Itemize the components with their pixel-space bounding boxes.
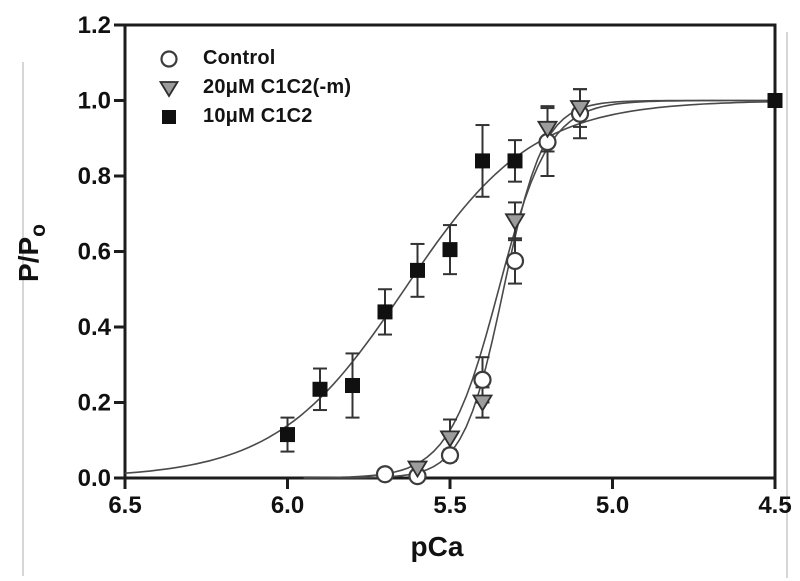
y-axis-title-main: P/P xyxy=(13,237,44,282)
marker-filled-square-s2-6 xyxy=(475,153,490,169)
marker-open-circle-s0-2 xyxy=(440,446,460,465)
y-tick-label-0.0: 0.0 xyxy=(78,465,111,492)
y-tick-label-1.0: 1.0 xyxy=(78,88,111,115)
legend-label-control: Control xyxy=(203,47,276,69)
y-axis-title: P/Po xyxy=(13,224,50,282)
marker-filled-square-s2-1 xyxy=(312,381,328,397)
fit-curve-series-2 xyxy=(124,100,776,474)
x-tick-label-4.5: 4.5 xyxy=(758,492,791,519)
x-tick-label-5.0: 5.0 xyxy=(596,492,629,519)
legend: Control 20μM C1C2(-m) 10μM C1C2 xyxy=(158,44,351,131)
legend-item-c1c2: 10μM C1C2 xyxy=(158,102,351,131)
marker-filled-square-s2-5 xyxy=(442,242,458,258)
legend-label-c1c2: 10μM C1C2 xyxy=(203,105,313,127)
y-tick-label-0.8: 0.8 xyxy=(78,163,111,190)
y-tick-label-0.6: 0.6 xyxy=(78,239,111,266)
x-tick-label-6.0: 6.0 xyxy=(271,492,304,519)
page-edge-line-right xyxy=(786,32,788,578)
marker-filled-square-s2-7 xyxy=(507,153,523,169)
gray-triangle-down-icon xyxy=(158,80,180,98)
marker-filled-square-s2-2 xyxy=(345,378,360,394)
black-square-icon xyxy=(162,109,176,124)
marker-open-circle-s0-3 xyxy=(473,370,492,389)
x-tick-label-6.5: 6.5 xyxy=(108,492,141,519)
y-tick-label-0.4: 0.4 xyxy=(78,314,112,341)
y-tick-label-0.2: 0.2 xyxy=(78,390,111,417)
marker-filled-square-s2-4 xyxy=(410,262,425,278)
legend-item-control: Control xyxy=(158,44,351,73)
marker-gray-triangle-s1-3 xyxy=(504,213,526,232)
marker-filled-square-s2-3 xyxy=(377,304,393,320)
marker-filled-square-s2-0 xyxy=(280,427,295,443)
marker-gray-triangle-s1-1 xyxy=(439,430,461,449)
page-edge-line-left xyxy=(22,62,24,576)
marker-open-circle-s0-4 xyxy=(505,251,525,271)
marker-open-circle-s0-0 xyxy=(375,465,395,484)
marker-filled-square-s2-8 xyxy=(767,93,783,108)
y-tick-label-1.2: 1.2 xyxy=(78,12,111,39)
open-circle-icon xyxy=(160,49,178,68)
marker-gray-triangle-s1-4 xyxy=(536,120,559,139)
marker-gray-triangle-s1-2 xyxy=(471,394,494,413)
plot-area: 6.5 6.0 5.5 5.0 4.5 0.0 0.2 0.4 0.6 0.8 1.0 1.2 xyxy=(78,12,792,519)
marker-gray-triangle-s1-0 xyxy=(406,460,429,479)
x-axis-title: pCa xyxy=(411,531,464,562)
y-axis-title-subscript: o xyxy=(27,224,50,237)
legend-item-c1c2-minus-m: 20μM C1C2(-m) xyxy=(158,73,351,102)
fit-curve-series-1 xyxy=(303,99,772,479)
legend-label-c1c2-minus-m: 20μM C1C2(-m) xyxy=(203,76,352,98)
fit-curve-series-0 xyxy=(303,99,772,479)
x-tick-label-5.5: 5.5 xyxy=(433,492,466,519)
marker-gray-triangle-s1-5 xyxy=(569,100,591,118)
